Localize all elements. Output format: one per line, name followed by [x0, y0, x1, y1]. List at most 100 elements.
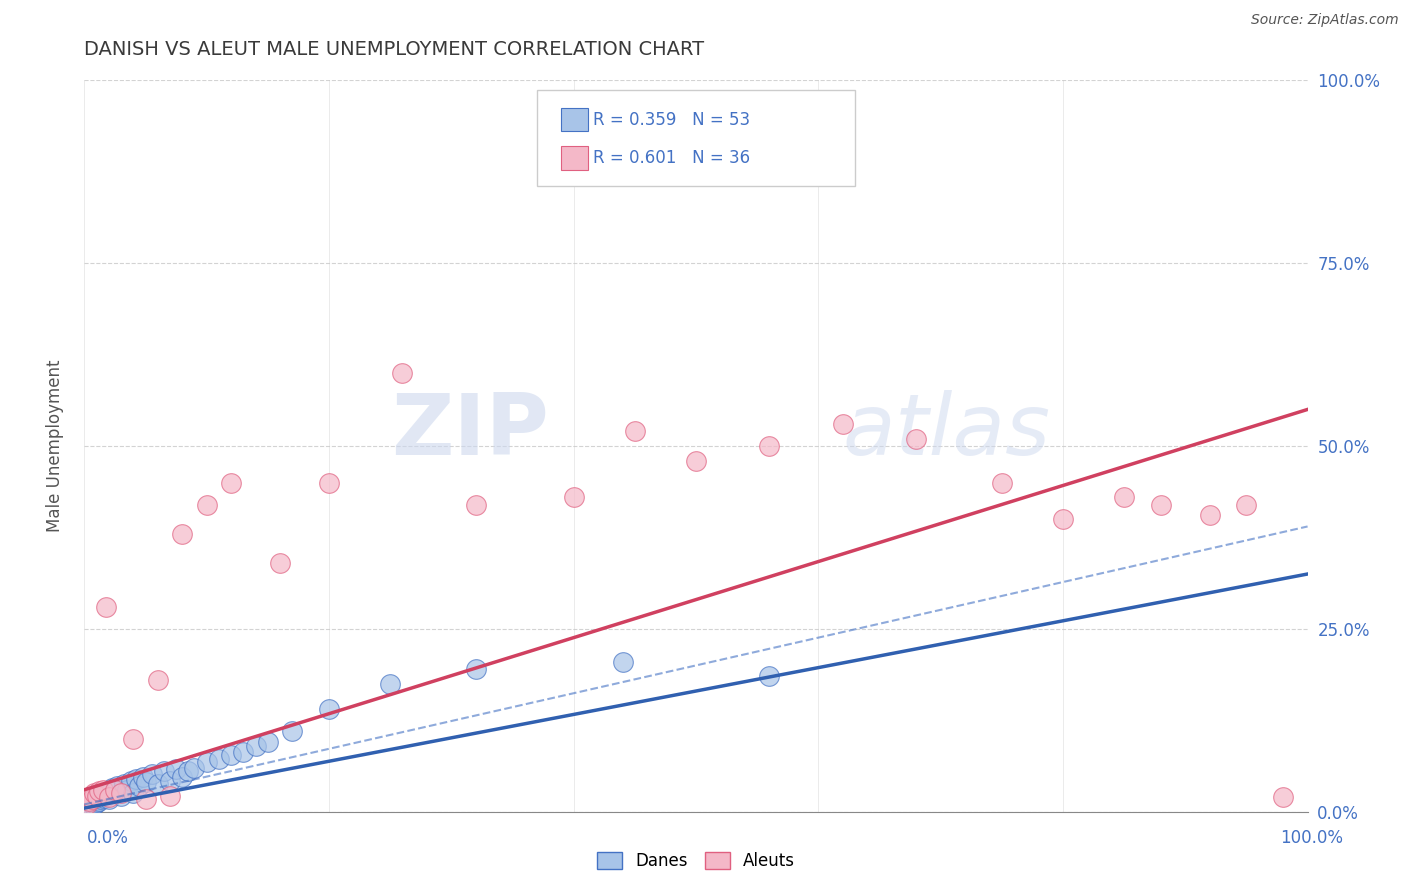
- Point: [159, 789, 181, 803]
- Point: [96, 789, 118, 804]
- Point: [77, 797, 100, 812]
- Point: [905, 432, 928, 446]
- Point: [1052, 512, 1074, 526]
- Point: [159, 774, 181, 789]
- Text: R = 0.601   N = 36: R = 0.601 N = 36: [593, 149, 751, 167]
- Point: [391, 366, 413, 380]
- Point: [165, 762, 187, 776]
- Point: [110, 789, 132, 803]
- Point: [87, 791, 110, 805]
- Point: [318, 475, 340, 490]
- Point: [1150, 498, 1173, 512]
- Point: [77, 798, 100, 813]
- Point: [232, 745, 254, 759]
- Point: [77, 794, 100, 808]
- Point: [86, 789, 108, 803]
- Point: [172, 770, 194, 784]
- Point: [153, 764, 176, 779]
- Point: [105, 779, 128, 793]
- Text: 0.0%: 0.0%: [87, 829, 129, 847]
- Point: [183, 761, 205, 775]
- Bar: [561, 146, 588, 169]
- Point: [89, 790, 111, 805]
- Legend: Danes, Aleuts: Danes, Aleuts: [591, 845, 801, 877]
- Point: [93, 790, 115, 805]
- Point: [464, 662, 486, 676]
- FancyBboxPatch shape: [537, 90, 855, 186]
- Point: [115, 782, 138, 797]
- Point: [128, 779, 150, 793]
- Point: [1236, 498, 1258, 512]
- Point: [80, 791, 103, 805]
- Point: [146, 673, 169, 687]
- Point: [82, 798, 104, 813]
- Point: [219, 747, 242, 762]
- Point: [195, 755, 218, 769]
- Point: [1198, 508, 1220, 523]
- Point: [135, 775, 157, 789]
- Point: [991, 475, 1014, 490]
- Point: [562, 490, 585, 504]
- Text: Source: ZipAtlas.com: Source: ZipAtlas.com: [1251, 13, 1399, 28]
- Point: [96, 599, 118, 614]
- Point: [76, 801, 98, 815]
- Point: [125, 772, 148, 786]
- Text: atlas: atlas: [842, 390, 1050, 473]
- Point: [269, 556, 291, 570]
- Point: [685, 453, 707, 467]
- Point: [101, 781, 124, 796]
- Point: [87, 784, 110, 798]
- Point: [98, 782, 121, 797]
- Text: 100.0%: 100.0%: [1279, 829, 1343, 847]
- Point: [1272, 790, 1295, 805]
- Point: [1114, 490, 1136, 504]
- Point: [100, 787, 122, 801]
- Point: [97, 790, 120, 805]
- Point: [90, 792, 112, 806]
- Point: [79, 790, 101, 805]
- Point: [104, 782, 127, 797]
- Point: [624, 425, 647, 439]
- Point: [281, 724, 304, 739]
- Point: [758, 669, 780, 683]
- Point: [97, 784, 120, 798]
- Point: [97, 791, 120, 805]
- Point: [245, 739, 267, 753]
- Point: [122, 731, 145, 746]
- Point: [318, 702, 340, 716]
- Text: R = 0.359   N = 53: R = 0.359 N = 53: [593, 111, 751, 128]
- Point: [135, 791, 157, 805]
- Point: [122, 787, 145, 801]
- Point: [120, 774, 142, 789]
- Point: [104, 784, 127, 798]
- Point: [94, 787, 117, 801]
- Text: ZIP: ZIP: [391, 390, 550, 473]
- Point: [76, 797, 98, 812]
- Point: [87, 794, 110, 808]
- Point: [612, 655, 634, 669]
- Point: [172, 526, 194, 541]
- Point: [146, 777, 169, 791]
- Point: [141, 766, 163, 780]
- Point: [91, 789, 114, 803]
- Point: [80, 796, 103, 810]
- Point: [219, 475, 242, 490]
- Point: [132, 770, 155, 784]
- Point: [86, 795, 108, 809]
- Point: [195, 498, 218, 512]
- Point: [380, 676, 402, 690]
- Point: [177, 764, 200, 779]
- Point: [110, 787, 132, 801]
- Point: [83, 787, 105, 801]
- Point: [257, 735, 280, 749]
- Point: [208, 752, 231, 766]
- Point: [831, 417, 853, 431]
- Point: [464, 498, 486, 512]
- Text: DANISH VS ALEUT MALE UNEMPLOYMENT CORRELATION CHART: DANISH VS ALEUT MALE UNEMPLOYMENT CORREL…: [84, 40, 704, 59]
- Bar: [561, 108, 588, 131]
- Point: [758, 439, 780, 453]
- Point: [84, 797, 107, 811]
- Point: [91, 782, 114, 797]
- Point: [83, 794, 105, 808]
- Point: [79, 799, 101, 814]
